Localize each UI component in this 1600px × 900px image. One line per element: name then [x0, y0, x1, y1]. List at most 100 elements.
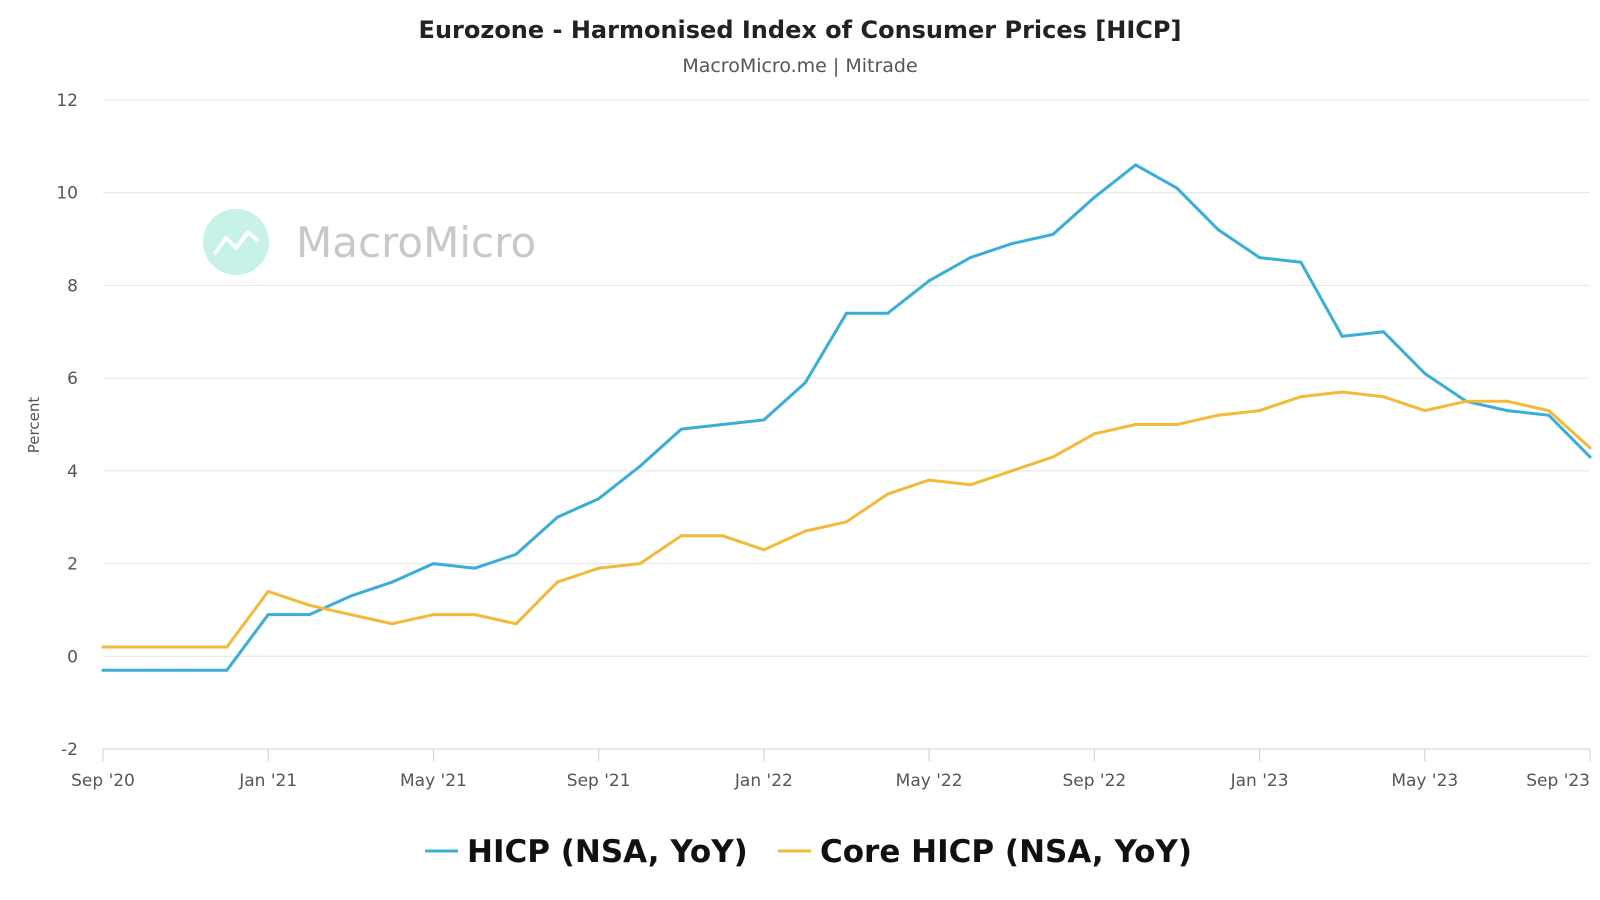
data-point[interactable]	[225, 668, 229, 672]
data-point[interactable]	[1382, 395, 1385, 399]
data-point[interactable]	[721, 423, 725, 426]
data-point[interactable]	[1464, 399, 1468, 403]
data-point[interactable]	[638, 464, 642, 468]
data-point[interactable]	[431, 613, 435, 617]
data-point[interactable]	[638, 562, 642, 566]
data-point[interactable]	[431, 562, 435, 566]
data-point[interactable]	[555, 580, 559, 584]
data-point[interactable]	[1547, 409, 1551, 413]
data-point[interactable]	[1258, 256, 1262, 260]
data-point[interactable]	[1340, 334, 1344, 338]
y-tick-label: 10	[56, 184, 78, 204]
data-point[interactable]	[308, 603, 311, 607]
y-tick-label: 8	[67, 276, 78, 296]
x-tick-label: Sep '21	[567, 771, 631, 791]
x-tick-label: Jan '21	[238, 771, 297, 791]
chart-subtitle: MacroMicro.me | Mitrade	[682, 55, 917, 77]
x-tick-label: May '21	[400, 771, 467, 791]
data-point[interactable]	[803, 529, 807, 533]
data-point[interactable]	[762, 548, 766, 552]
y-axis-ticks: -2 0 2 4 6 8 10 12	[56, 91, 78, 760]
data-point[interactable]	[101, 668, 105, 672]
data-point[interactable]	[1051, 232, 1055, 236]
data-point[interactable]	[142, 645, 146, 649]
data-point[interactable]	[349, 613, 353, 617]
data-point[interactable]	[225, 645, 229, 649]
y-tick-label: 12	[56, 91, 78, 111]
watermark: MacroMicro	[203, 209, 536, 275]
data-point[interactable]	[1134, 423, 1138, 426]
x-tick-label: May '22	[896, 771, 963, 791]
watermark-logo-icon	[203, 209, 269, 275]
data-point[interactable]	[514, 622, 518, 626]
legend-item-core-hicp[interactable]: Core HICP (NSA, YoY)	[778, 834, 1192, 870]
data-point[interactable]	[927, 478, 931, 482]
data-point[interactable]	[1175, 423, 1179, 426]
data-point[interactable]	[1547, 413, 1551, 417]
data-point[interactable]	[1423, 372, 1427, 375]
data-point[interactable]	[1134, 163, 1138, 167]
data-point[interactable]	[514, 552, 518, 556]
data-point[interactable]	[886, 311, 890, 315]
data-point[interactable]	[184, 645, 188, 649]
data-point[interactable]	[1505, 399, 1509, 403]
data-point[interactable]	[968, 256, 972, 260]
x-tick-label: Sep '20	[71, 771, 135, 791]
data-point[interactable]	[184, 668, 188, 672]
data-point[interactable]	[101, 645, 105, 649]
data-point[interactable]	[1505, 409, 1509, 413]
legend-item-hicp[interactable]: HICP (NSA, YoY)	[425, 834, 748, 870]
data-point[interactable]	[1010, 242, 1014, 246]
data-point[interactable]	[1092, 432, 1096, 436]
data-point[interactable]	[1382, 330, 1385, 334]
data-point[interactable]	[1588, 446, 1592, 450]
data-point[interactable]	[597, 566, 601, 570]
data-point[interactable]	[762, 418, 766, 422]
data-point[interactable]	[927, 279, 931, 283]
data-point[interactable]	[555, 515, 559, 519]
data-point[interactable]	[390, 580, 394, 584]
data-point[interactable]	[845, 520, 848, 524]
data-point[interactable]	[473, 613, 477, 617]
data-point[interactable]	[1258, 409, 1262, 413]
chart-title: Eurozone - Harmonised Index of Consumer …	[419, 16, 1182, 44]
data-point[interactable]	[1092, 195, 1096, 199]
watermark-text: MacroMicro	[296, 218, 536, 267]
data-point[interactable]	[803, 381, 807, 385]
data-point[interactable]	[679, 534, 683, 538]
x-tick-label: Jan '22	[734, 771, 793, 791]
data-point[interactable]	[349, 594, 353, 598]
data-point[interactable]	[1216, 413, 1220, 417]
watermark-logo-line-icon	[213, 230, 259, 255]
legend: HICP (NSA, YoY) Core HICP (NSA, YoY)	[425, 834, 1192, 870]
y-axis-label: Percent	[25, 397, 43, 454]
data-point[interactable]	[1216, 228, 1220, 232]
y-tick-label: 0	[67, 647, 78, 667]
data-point[interactable]	[1340, 390, 1344, 394]
data-point[interactable]	[886, 492, 890, 496]
data-point[interactable]	[721, 534, 725, 538]
data-point[interactable]	[142, 668, 146, 672]
series-line-1	[101, 390, 1592, 649]
data-point[interactable]	[266, 613, 270, 617]
data-point[interactable]	[1299, 260, 1303, 264]
data-point[interactable]	[1051, 455, 1055, 459]
data-point[interactable]	[1175, 186, 1179, 190]
y-tick-label: 6	[67, 369, 78, 389]
x-axis-ticks: Sep '20 Jan '21 May '21 Sep '21 Jan '22 May '…	[71, 749, 1591, 791]
data-point[interactable]	[473, 566, 477, 570]
data-point[interactable]	[308, 613, 311, 617]
data-point[interactable]	[1423, 409, 1427, 413]
data-point[interactable]	[597, 497, 601, 501]
data-point[interactable]	[1299, 395, 1303, 399]
x-tick-label: May '23	[1391, 771, 1458, 791]
y-tick-label: -2	[61, 740, 78, 760]
data-point[interactable]	[968, 483, 972, 487]
data-point[interactable]	[1588, 455, 1592, 459]
data-point[interactable]	[845, 311, 848, 315]
data-point[interactable]	[390, 622, 394, 626]
data-point[interactable]	[1010, 469, 1014, 473]
data-point[interactable]	[266, 589, 270, 593]
data-point[interactable]	[679, 427, 683, 431]
